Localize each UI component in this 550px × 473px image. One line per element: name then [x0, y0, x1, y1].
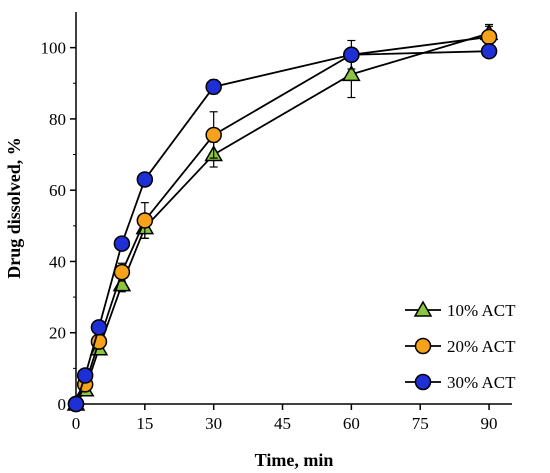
- y-tick-label: 60: [49, 181, 66, 200]
- series-line: [75, 50, 490, 405]
- data-point: [205, 126, 222, 144]
- data-point: [90, 319, 108, 336]
- y-tick-label: 20: [49, 324, 66, 343]
- x-tick-label: 15: [136, 414, 153, 433]
- legend-label: 20% ACT: [447, 337, 516, 356]
- data-point: [205, 78, 222, 96]
- axes: 0 20 40 60 80 100 0 15 30 45 60 75 90: [41, 12, 512, 433]
- y-tick-label: 100: [41, 39, 67, 58]
- legend-item: 10% ACT: [405, 300, 516, 320]
- x-tick-label: 30: [205, 414, 222, 433]
- legend-label: 10% ACT: [447, 301, 516, 320]
- x-tick-label: 0: [72, 414, 81, 433]
- data-point: [342, 64, 361, 82]
- data-point: [480, 28, 498, 46]
- legend-label: 30% ACT: [447, 373, 516, 392]
- legend-item: 20% ACT: [405, 337, 516, 356]
- x-axis-title: Time, min: [255, 450, 334, 470]
- legend-marker: [413, 300, 433, 317]
- data-point: [67, 395, 85, 413]
- data-point: [136, 171, 154, 188]
- data-point: [136, 212, 154, 229]
- y-tick-label: 40: [49, 252, 66, 271]
- y-ticks: 0 20 40 60 80 100: [41, 39, 76, 414]
- series-2: [67, 25, 498, 413]
- x-tick-label: 60: [343, 414, 360, 433]
- legend-marker: [414, 337, 432, 355]
- series-layer: [66, 23, 499, 413]
- y-axis-title: Drug dissolved, %: [4, 137, 24, 279]
- data-point: [343, 46, 360, 64]
- x-tick-label: 75: [412, 414, 429, 433]
- y-tick-label: 80: [49, 110, 66, 129]
- series-3: [67, 42, 498, 413]
- data-point: [113, 263, 131, 281]
- x-tick-label: 90: [481, 414, 498, 433]
- y-tick-label: 0: [58, 395, 67, 414]
- legend-item: 30% ACT: [405, 373, 516, 392]
- x-ticks: 0 15 30 45 60 75 90: [72, 404, 498, 433]
- series-1: [66, 23, 499, 411]
- x-tick-label: 45: [274, 414, 291, 433]
- legend: 10% ACT 20% ACT 30% ACT: [405, 300, 516, 392]
- legend-marker: [414, 373, 432, 391]
- data-point: [76, 367, 94, 384]
- data-point: [113, 235, 131, 252]
- data-point: [480, 42, 498, 60]
